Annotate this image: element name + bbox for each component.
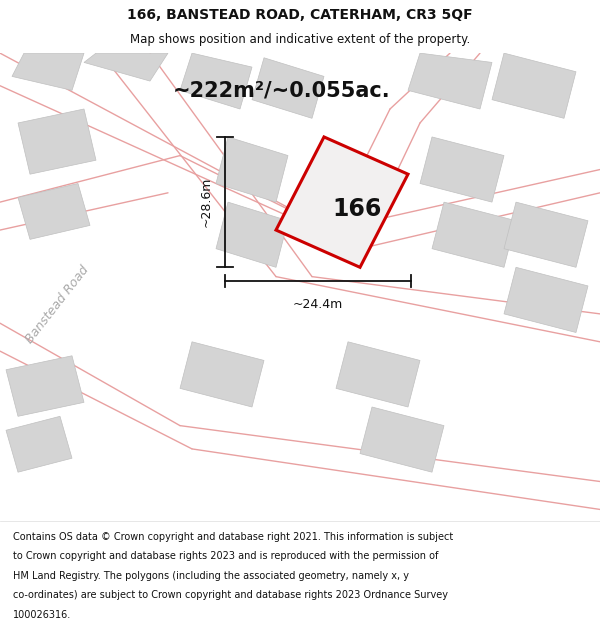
Polygon shape	[252, 58, 324, 118]
Polygon shape	[12, 53, 84, 91]
Polygon shape	[492, 53, 576, 118]
Polygon shape	[216, 137, 288, 202]
Text: ~28.6m: ~28.6m	[200, 177, 213, 227]
Text: 166: 166	[332, 197, 382, 221]
Text: HM Land Registry. The polygons (including the associated geometry, namely x, y: HM Land Registry. The polygons (includin…	[13, 571, 409, 581]
Text: 100026316.: 100026316.	[13, 610, 71, 620]
Polygon shape	[408, 53, 492, 109]
Polygon shape	[432, 202, 516, 268]
Text: ~24.4m: ~24.4m	[293, 298, 343, 311]
Text: Map shows position and indicative extent of the property.: Map shows position and indicative extent…	[130, 33, 470, 46]
Polygon shape	[504, 202, 588, 268]
Polygon shape	[504, 268, 588, 332]
Polygon shape	[18, 184, 90, 239]
Text: 166, BANSTEAD ROAD, CATERHAM, CR3 5QF: 166, BANSTEAD ROAD, CATERHAM, CR3 5QF	[127, 8, 473, 22]
Polygon shape	[360, 407, 444, 472]
Polygon shape	[6, 356, 84, 416]
Polygon shape	[216, 202, 288, 268]
Polygon shape	[180, 342, 264, 407]
Text: co-ordinates) are subject to Crown copyright and database rights 2023 Ordnance S: co-ordinates) are subject to Crown copyr…	[13, 591, 448, 601]
Text: Banstead Road: Banstead Road	[23, 263, 91, 346]
Polygon shape	[18, 109, 96, 174]
Polygon shape	[420, 137, 504, 202]
Polygon shape	[276, 137, 408, 268]
Text: Contains OS data © Crown copyright and database right 2021. This information is : Contains OS data © Crown copyright and d…	[13, 531, 454, 541]
Text: to Crown copyright and database rights 2023 and is reproduced with the permissio: to Crown copyright and database rights 2…	[13, 551, 439, 561]
Polygon shape	[84, 53, 168, 81]
Polygon shape	[180, 53, 252, 109]
Text: ~222m²/~0.055ac.: ~222m²/~0.055ac.	[173, 81, 391, 101]
Polygon shape	[336, 342, 420, 407]
Polygon shape	[6, 416, 72, 472]
